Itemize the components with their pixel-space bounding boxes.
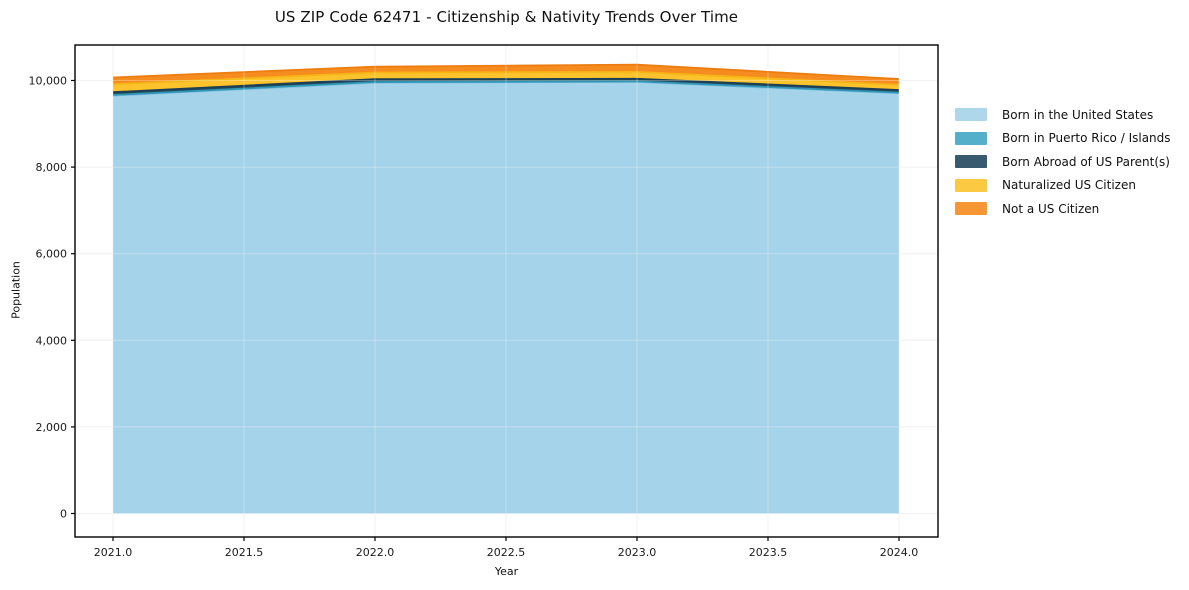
y-tick-label: 4,000 — [36, 334, 68, 347]
area-top-line — [112, 77, 900, 94]
x-tick-label: 2021.0 — [94, 546, 133, 559]
x-tick-label: 2023.5 — [749, 546, 788, 559]
x-tick-label: 2022.0 — [356, 546, 395, 559]
x-tick-label: 2024.0 — [880, 546, 919, 559]
y-tick-label: 2,000 — [36, 421, 68, 434]
legend-label: Naturalized US Citizen — [1002, 178, 1136, 193]
legend-swatch — [955, 131, 987, 145]
legend-item: Born in Puerto Rico / Islands — [955, 127, 1171, 151]
legend-swatch — [955, 202, 987, 216]
area-band — [113, 71, 899, 93]
area-band — [113, 82, 899, 514]
legend-swatch — [955, 155, 987, 169]
chart-title: US ZIP Code 62471 - Citizenship & Nativi… — [274, 8, 739, 26]
x-tick-label: 2022.5 — [487, 546, 526, 559]
legend: Born in the United States Born in Puerto … — [955, 103, 1171, 221]
x-axis-label: Year — [494, 565, 519, 578]
legend-label: Born in the United States — [1002, 107, 1154, 122]
y-tick-label: 8,000 — [36, 161, 68, 174]
x-tick-label: 2023.0 — [618, 546, 657, 559]
area-top-line — [112, 80, 900, 96]
legend-swatch — [955, 108, 987, 122]
y-tick-label: 0 — [60, 508, 67, 521]
legend-label: Born Abroad of US Parent(s) — [1002, 154, 1170, 169]
area-top-line — [112, 70, 900, 86]
x-tick-label: 2021.5 — [225, 546, 264, 559]
y-axis-label: Population — [9, 261, 23, 319]
area-top-line — [112, 63, 900, 80]
legend-swatch — [955, 178, 987, 192]
legend-item: Born Abroad of US Parent(s) — [955, 150, 1171, 174]
legend-item: Naturalized US Citizen — [955, 174, 1171, 198]
legend-item: Not a US Citizen — [955, 197, 1171, 221]
y-tick-label: 6,000 — [36, 248, 68, 261]
legend-item: Born in the United States — [955, 103, 1171, 127]
legend-label: Not a US Citizen — [1002, 201, 1100, 216]
y-tick-label: 10,000 — [29, 75, 68, 88]
legend-label: Born in Puerto Rico / Islands — [1002, 131, 1171, 146]
